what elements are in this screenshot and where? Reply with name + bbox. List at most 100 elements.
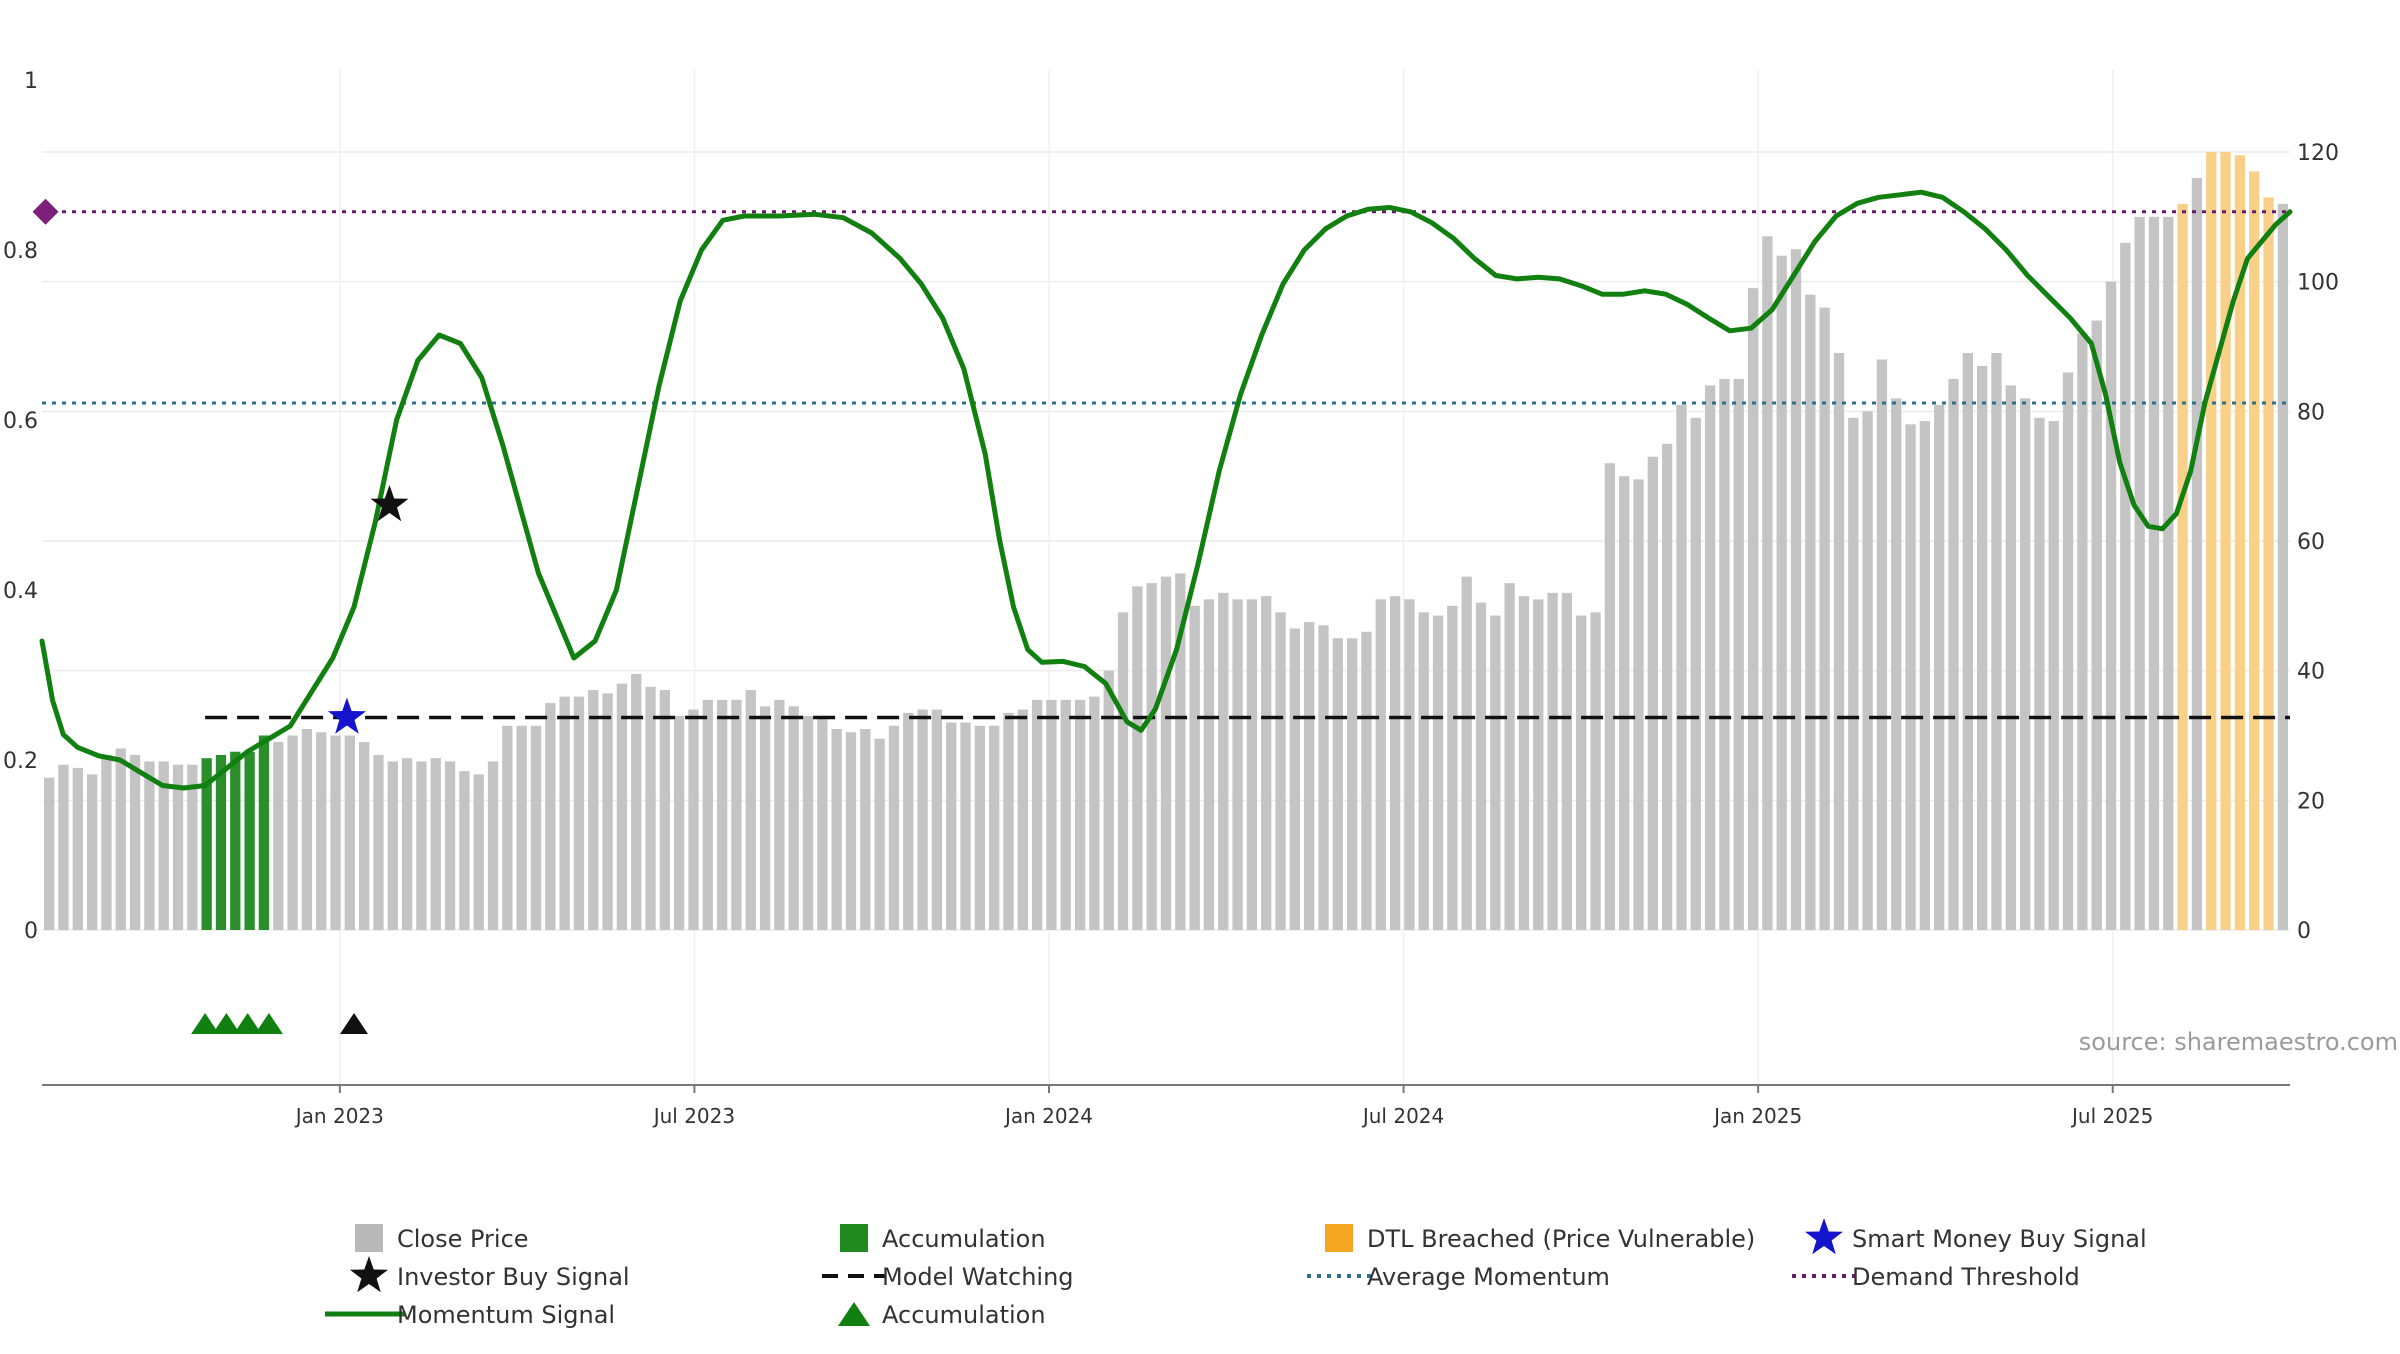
close-price-bar (1304, 622, 1315, 930)
close-price-bar (72, 767, 83, 930)
close-price-bar (287, 735, 298, 930)
close-price-bar (430, 758, 441, 930)
close-price-bar (1275, 612, 1286, 930)
legend-star (350, 1256, 388, 1293)
close-price-bar (1805, 294, 1816, 931)
close-price-bar (1060, 699, 1071, 930)
legend-swatch (1325, 1224, 1353, 1252)
x-axis-tick-label: Jul 2023 (652, 1104, 735, 1128)
close-price-bar (101, 754, 112, 930)
close-price-bar (1432, 615, 1444, 930)
accumulation-bar (230, 751, 241, 930)
close-price-bar (1031, 699, 1043, 930)
demand-threshold-marker (32, 198, 59, 225)
dtl-breached-bar (2177, 203, 2188, 930)
close-price-bar (1289, 628, 1301, 930)
close-price-bar (1733, 378, 1744, 931)
close-price-bar (731, 699, 742, 930)
close-price-bar (1633, 479, 1644, 930)
legend-label: Model Watching (882, 1263, 1074, 1291)
x-axis-tick-label: Jan 2024 (1003, 1104, 1093, 1128)
dtl-breached-bar (2249, 171, 2260, 930)
close-price-bar (860, 729, 871, 930)
investor-buy-signal-marker (370, 485, 409, 522)
close-price-bar (44, 777, 55, 930)
close-price-bar (802, 716, 814, 930)
close-price-bar (187, 764, 198, 930)
close-price-bar (1790, 249, 1802, 930)
close-price-bar (2019, 398, 2031, 930)
right-axis-tick-label: 40 (2297, 660, 2325, 685)
close-price-bar (1447, 605, 1458, 930)
close-price-bar (1948, 378, 1959, 931)
legend-label: DTL Breached (Price Vulnerable) (1367, 1225, 1755, 1253)
close-price-bar (1261, 596, 1272, 930)
x-axis-tick-label: Jan 2025 (1712, 1104, 1802, 1128)
close-price-bar (1246, 599, 1258, 930)
close-price-bar (473, 774, 484, 930)
close-price-bar (1848, 417, 1859, 931)
close-price-bar (1619, 476, 1630, 930)
close-price-bar (1132, 586, 1143, 930)
accumulation-bar (215, 754, 227, 930)
left-axis-tick-label: 0.4 (3, 579, 38, 604)
x-axis-tick-label: Jul 2025 (2070, 1104, 2153, 1128)
close-price-bar (1891, 398, 1902, 930)
close-price-bar (1074, 699, 1086, 930)
close-price-bar (1389, 596, 1401, 930)
close-price-bar (674, 716, 685, 930)
close-price-bar (2077, 333, 2088, 930)
right-axis-tick-label: 120 (2297, 141, 2339, 166)
close-price-bar (960, 722, 971, 930)
close-price-bar (2163, 216, 2174, 931)
accumulation-triangle (212, 1013, 241, 1034)
close-price-bar (373, 754, 384, 930)
close-price-bar (1361, 631, 1372, 930)
close-price-bar (2120, 242, 2131, 930)
close-price-bar (1203, 599, 1215, 930)
close-price-bar (1160, 576, 1172, 930)
close-price-bar (1590, 612, 1601, 930)
close-price-bar (487, 761, 499, 930)
accumulation-triangle (254, 1013, 283, 1034)
close-price-bar (874, 738, 885, 930)
accumulation-bar (201, 758, 212, 930)
legend-label: Average Momentum (1367, 1263, 1610, 1291)
left-axis-tick-label: 0.6 (3, 409, 38, 434)
close-price-bar (2134, 216, 2145, 931)
legend-label: Demand Threshold (1852, 1263, 2080, 1291)
close-price-bar (401, 758, 413, 930)
left-axis-tick-label: 0.2 (3, 749, 38, 774)
legend: Close Price Accumulation DTL Breached (Pri… (325, 1218, 2147, 1329)
close-price-bar (115, 748, 126, 930)
close-price-bar (1332, 638, 1343, 930)
close-price-bar (845, 732, 857, 930)
close-price-bar (1103, 670, 1114, 930)
close-price-bar (573, 696, 585, 930)
close-price-bar (1962, 352, 1973, 930)
x-axis-tick-label: Jul 2024 (1361, 1104, 1444, 1128)
close-price-bar (1218, 592, 1229, 930)
right-axis-tick-label: 100 (2297, 271, 2339, 296)
close-price-bar (1876, 359, 1888, 930)
accumulation-bar (244, 751, 255, 930)
dtl-breached-bar (2263, 197, 2274, 931)
source-note: source: sharemaestro.com (2079, 1028, 2398, 1056)
legend-label: Accumulation (882, 1225, 1046, 1253)
close-price-bar (888, 725, 900, 930)
legend-label: Close Price (397, 1225, 529, 1253)
investor-buy-signal-triangle (340, 1013, 369, 1034)
close-price-bar (273, 741, 284, 930)
close-price-bar (1518, 596, 1530, 930)
left-axis-tick-label: 0 (24, 919, 38, 944)
left-axis-tick-label: 1 (24, 69, 38, 94)
close-price-bar (788, 706, 799, 930)
dtl-breached-bar (2234, 155, 2246, 930)
close-price-bar (1647, 456, 1658, 930)
close-price-bar (645, 686, 656, 930)
close-price-bar (502, 725, 513, 930)
close-price-bar (316, 732, 327, 930)
legend-label: Momentum Signal (397, 1301, 615, 1329)
close-price-bar (2105, 281, 2117, 931)
close-price-bar (2191, 177, 2203, 930)
